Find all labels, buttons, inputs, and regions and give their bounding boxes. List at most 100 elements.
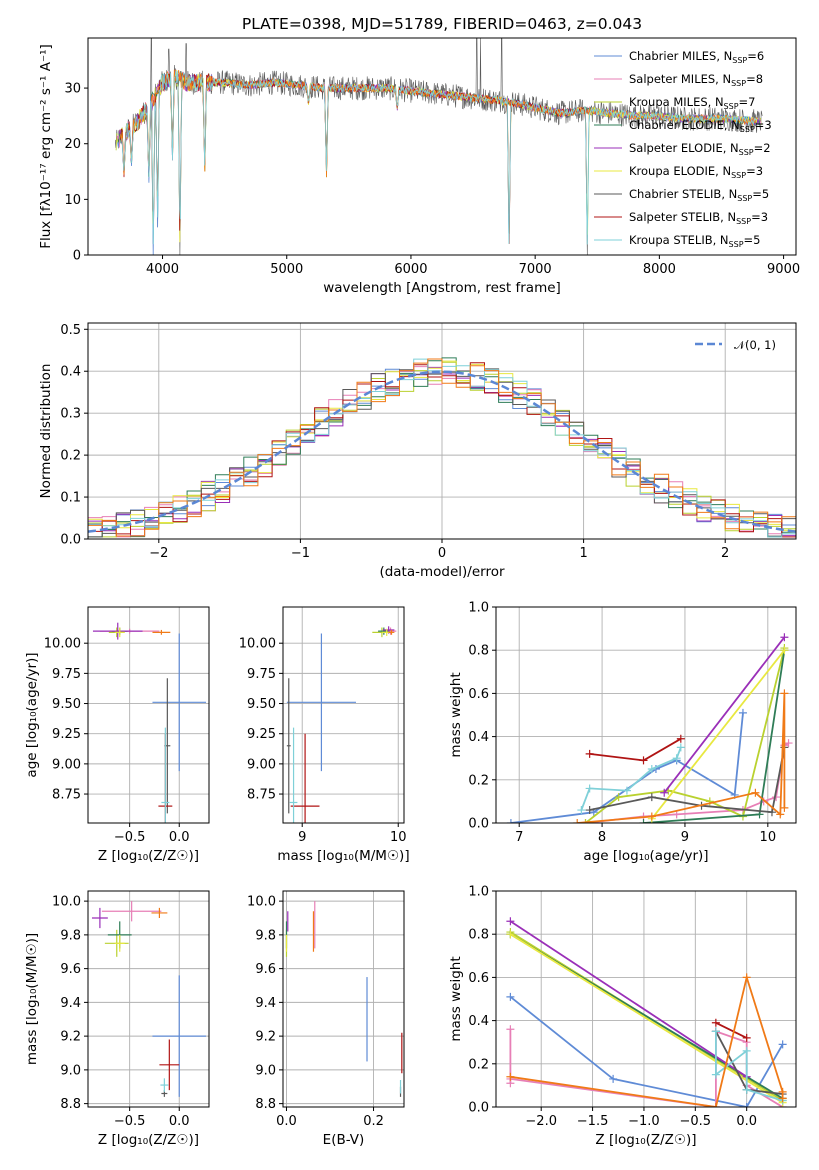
y-tick-label: 30 [64, 82, 81, 97]
series-marker-model_orange [776, 810, 785, 819]
legend-label: Salpeter ELODIE, N [629, 141, 739, 155]
series-marker-kroupa_stelib [676, 743, 685, 752]
legend-sub: SSP [724, 102, 739, 111]
x-tick-label: 9000 [767, 262, 800, 277]
x-axis-label: mass [log₁₀(M/M☉)] [277, 848, 409, 864]
series-line-kroupa_miles [584, 647, 786, 823]
legend-suffix: =8 [746, 72, 763, 86]
plot-area [506, 917, 787, 1107]
legend-label: Salpeter STELIB, N [629, 210, 736, 224]
series-marker-model_orange [711, 1103, 720, 1107]
plot-area [92, 622, 207, 823]
histogram-model_orange [88, 358, 796, 537]
x-tick-label: −2.0 [525, 1114, 557, 1129]
y-tick-label: 20 [64, 137, 81, 152]
y-tick-label: 0.4 [468, 1014, 489, 1029]
legend-label: Salpeter MILES, N [629, 72, 731, 86]
x-tick-label: 5000 [270, 262, 303, 277]
x-axis-label: wavelength [Angstrom, rest frame] [323, 280, 561, 296]
axes-frame [87, 890, 210, 1108]
legend-suffix: =5 [744, 233, 761, 247]
x-axis-label: age [log₁₀(age/yr)] [583, 848, 708, 864]
series-line-salpeter_elodie [509, 920, 748, 1078]
series-line-chabrier_miles [509, 996, 784, 1107]
legend-sub: SSP [732, 56, 747, 65]
x-tick-label: −0.5 [114, 1114, 146, 1129]
y-tick-label: 9.50 [247, 697, 276, 712]
x-tick-label: 2 [721, 546, 729, 561]
y-tick-label: 9.8 [255, 928, 276, 943]
y-axis-label: mass weight [448, 956, 464, 1041]
chart-residuals: −2 −1 0 1 2 0.0 0.1 0.2 0.3 0.4 0.5 (data-model)/er… [38, 322, 797, 580]
series-marker-kroupa_stelib [711, 1070, 720, 1079]
series-marker-salpeter_stelib [742, 1033, 751, 1042]
axes-frame [87, 606, 210, 824]
y-tick-label: 9.0 [255, 1063, 276, 1078]
y-tick-label: 9.4 [60, 996, 81, 1011]
y-tick-label: 9.2 [255, 1030, 276, 1045]
series-marker-model_orange [780, 803, 789, 812]
series-marker-model_orange [778, 1094, 787, 1103]
y-tick-label: 10.00 [44, 637, 81, 652]
y-tick-label: 0.3 [60, 407, 81, 422]
y-tick-label: 9.6 [255, 962, 276, 977]
series-marker-kroupa_stelib [742, 1046, 751, 1055]
legend-sub: SSP [737, 194, 752, 203]
plot-area [506, 633, 793, 823]
x-tick-label: 0.0 [169, 1114, 190, 1129]
y-tick-label: 0.0 [468, 1101, 489, 1116]
series-line-kroupa_stelib [580, 747, 682, 811]
legend-label: Kroupa STELIB, N [629, 233, 729, 247]
x-tick-label: 8 [598, 830, 606, 845]
chart-age_vs_mass: 9 10 8.75 9.00 9.25 9.50 9.75 10.00 mass [log₁₀(… [239, 606, 410, 864]
y-tick-label: 9.6 [60, 962, 81, 977]
x-tick-label: −0.5 [114, 830, 146, 845]
series-marker-kroupa_stelib [742, 1085, 751, 1094]
series-marker-chabrier_miles [778, 1040, 787, 1049]
y-axis-label: Normed distribution [38, 364, 54, 499]
series-marker-chabrier_stelib [585, 806, 594, 815]
legend-sub: SSP [729, 240, 744, 249]
axes-frame [282, 606, 405, 824]
legend-label: Kroupa MILES, N [629, 95, 724, 109]
series-line-model_orange [510, 974, 784, 1107]
series-marker-kroupa_miles [581, 819, 590, 823]
y-tick-label: 10 [64, 193, 81, 208]
x-tick-label: −2 [149, 546, 168, 561]
y-tick-label: 9.25 [52, 727, 81, 742]
legend-label: Chabrier ELODIE, N [629, 118, 740, 132]
x-axis-label: Z [log₁₀(Z/Z☉)] [595, 1132, 696, 1148]
series-marker-chabrier_miles [506, 992, 515, 1001]
plot-area [115, 38, 763, 255]
series-marker-salpeter_elodie [506, 917, 515, 926]
series-marker-kroupa_stelib [672, 754, 681, 763]
normal-curve [88, 370, 796, 533]
series-marker-salpeter_stelib [711, 1018, 720, 1027]
legend-entry: Salpeter STELIB, NSSP=3 [629, 210, 768, 226]
series-line-chabrier_miles [510, 712, 744, 823]
y-tick-label: 9.00 [247, 757, 276, 772]
y-tick-label: 0.2 [60, 449, 81, 464]
y-tick-label: 9.4 [255, 996, 276, 1011]
y-tick-label: 1.0 [468, 601, 489, 616]
series-line-salpeter_miles [509, 1029, 784, 1107]
series-line-salpeter_stelib [589, 738, 682, 762]
axes-frame [495, 606, 797, 824]
legend-sub: SSP [731, 79, 746, 88]
y-tick-label: 9.75 [52, 667, 81, 682]
y-tick-label: 0.0 [60, 533, 81, 548]
legend-suffix: =3 [751, 210, 768, 224]
x-tick-label: 0 [438, 546, 446, 561]
series-line-kroupa_elodie [509, 933, 784, 1104]
series-line-salpeter_elodie [663, 636, 786, 794]
series-marker-kroupa_miles [614, 793, 623, 802]
legend-label: Chabrier MILES, N [629, 49, 732, 63]
series-marker-kroupa_elodie [506, 930, 515, 939]
axes-frame [495, 890, 797, 1108]
y-axis-label: Flux [fλ10⁻¹⁷ erg cm⁻² s⁻¹ A⁻¹] [38, 44, 54, 249]
x-axis-label: E(B-V) [323, 1132, 365, 1148]
x-tick-label: 0.0 [169, 830, 190, 845]
legend-entry: Kroupa MILES, NSSP=7 [629, 95, 755, 111]
